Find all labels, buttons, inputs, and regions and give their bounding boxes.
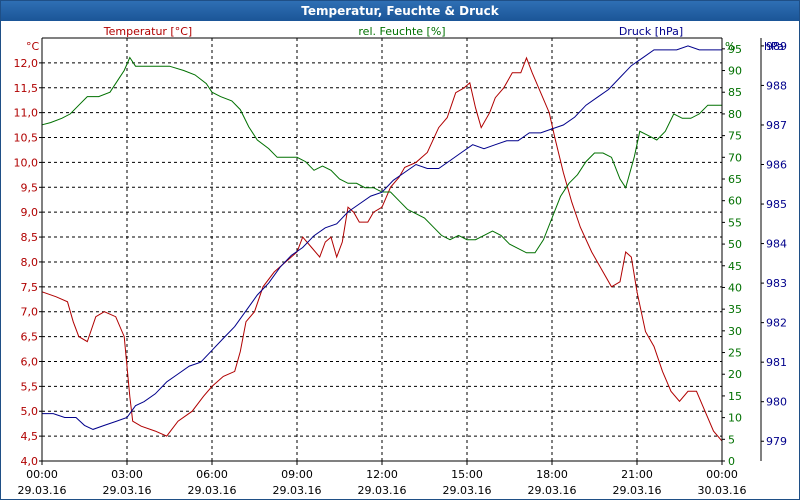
- temperature-tick-label: 5,5: [21, 380, 39, 393]
- temperature-tick-label: 7,5: [21, 281, 39, 294]
- pressure-tick-label: 982: [766, 317, 787, 330]
- temperature-tick-label: 8,5: [21, 231, 39, 244]
- pressure-tick-label: 988: [766, 79, 787, 92]
- time-tick-label: 21:00: [621, 468, 653, 481]
- humidity-tick-label: 30: [728, 325, 742, 338]
- humidity-tick-label: 75: [728, 130, 742, 143]
- date-tick-label: 29.03.16: [613, 484, 662, 497]
- temperature-series-line: [41, 56, 723, 442]
- grid-lines: [39, 38, 764, 465]
- pressure-tick-label: 979: [766, 435, 787, 448]
- temperature-tick-label: 10,0: [14, 156, 39, 169]
- humidity-tick-label: 95: [728, 43, 742, 56]
- time-tick-label: 03:00: [111, 468, 143, 481]
- humidity-tick-label: 0: [728, 455, 735, 468]
- temperature-axis-title: Temperatur [°C]: [103, 25, 192, 38]
- humidity-tick-label: 5: [728, 433, 735, 446]
- humidity-series-line: [41, 56, 722, 254]
- temperature-tick-label: 4,5: [21, 430, 39, 443]
- humidity-tick-label: 85: [728, 86, 742, 99]
- time-tick-label: 00:00: [26, 468, 58, 481]
- humidity-tick-label: 70: [728, 151, 742, 164]
- temperature-tick-label: 12,0: [14, 57, 39, 70]
- temperature-tick-label: 10,5: [14, 132, 39, 145]
- temperature-tick-label: 6,0: [21, 355, 39, 368]
- date-tick-label: 30.03.16: [698, 484, 747, 497]
- pressure-tick-label: 983: [766, 277, 787, 290]
- humidity-tick-label: 90: [728, 65, 742, 78]
- pressure-tick-label: 980: [766, 396, 787, 409]
- humidity-tick-label: 50: [728, 238, 742, 251]
- time-tick-label: 15:00: [451, 468, 483, 481]
- temperature-tick-label: 9,0: [21, 206, 39, 219]
- temperature-tick-label: 6,5: [21, 331, 39, 344]
- date-tick-label: 29.03.16: [18, 484, 67, 497]
- pressure-tick-label: 985: [766, 198, 787, 211]
- pressure-tick-label: 989: [766, 40, 787, 53]
- humidity-tick-label: 20: [728, 368, 742, 381]
- humidity-tick-label: 45: [728, 260, 742, 273]
- pressure-tick-label: 986: [766, 159, 787, 172]
- tick-labels: 4,0 4,5 5,0 5,5 6,0 6,5 7,0 7,5 8,0 8,5 9,0 9,5 10,0…: [14, 40, 788, 497]
- pressure-series-line: [42, 45, 722, 430]
- pressure-tick-label: 984: [766, 238, 787, 251]
- time-tick-label: 00:00: [706, 468, 738, 481]
- pressure-unit-label: hPa: [764, 40, 784, 53]
- time-tick-label: 06:00: [196, 468, 228, 481]
- pressure-tick-label: 981: [766, 356, 787, 369]
- temperature-tick-label: 4,0: [21, 455, 39, 468]
- humidity-tick-label: 80: [728, 108, 742, 121]
- humidity-tick-label: 60: [728, 195, 742, 208]
- temperature-tick-label: 5,0: [21, 405, 39, 418]
- time-tick-label: 12:00: [366, 468, 398, 481]
- temperature-tick-label: 8,0: [21, 256, 39, 269]
- axes: [41, 37, 762, 462]
- temperature-tick-label: 11,0: [14, 107, 39, 120]
- temperature-tick-label: 7,0: [21, 306, 39, 319]
- humidity-tick-label: 25: [728, 347, 742, 360]
- temperature-tick-label: 9,5: [21, 181, 39, 194]
- humidity-tick-label: 65: [728, 173, 742, 186]
- temperature-unit-label: °C: [26, 40, 40, 53]
- date-tick-label: 29.03.16: [273, 484, 322, 497]
- humidity-axis-title: rel. Feuchte [%]: [358, 25, 445, 38]
- pressure-tick-label: 987: [766, 119, 787, 132]
- date-tick-label: 29.03.16: [188, 484, 237, 497]
- series-layer: [41, 45, 723, 442]
- humidity-tick-label: 40: [728, 281, 742, 294]
- date-tick-label: 29.03.16: [358, 484, 407, 497]
- humidity-tick-label: 15: [728, 390, 742, 403]
- time-tick-label: 09:00: [281, 468, 313, 481]
- date-tick-label: 29.03.16: [528, 484, 577, 497]
- date-tick-label: 29.03.16: [103, 484, 152, 497]
- humidity-unit-label: %: [725, 40, 735, 53]
- window-title: Temperatur, Feuchte & Druck: [1, 1, 799, 21]
- humidity-tick-label: 10: [728, 412, 742, 425]
- temperature-tick-label: 11,5: [14, 82, 39, 95]
- humidity-tick-label: 35: [728, 303, 742, 316]
- date-tick-label: 29.03.16: [443, 484, 492, 497]
- time-tick-label: 18:00: [536, 468, 568, 481]
- pressure-axis-title: Druck [hPa]: [619, 25, 683, 38]
- humidity-tick-label: 55: [728, 216, 742, 229]
